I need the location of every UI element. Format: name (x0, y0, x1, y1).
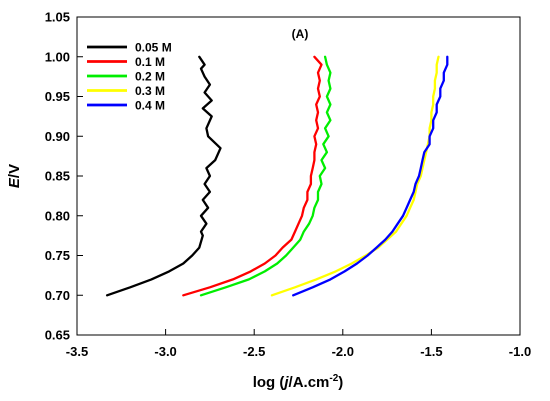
y-axis-title: E/V (6, 164, 23, 188)
y-tick-label: 0.85 (45, 169, 70, 184)
series-line-4 (292, 55, 449, 297)
y-tick-label: 0.80 (45, 208, 70, 223)
x-tick-label: -2.5 (243, 344, 265, 359)
x-tick-label: -1.5 (420, 344, 442, 359)
y-tick-label: 0.75 (45, 248, 70, 263)
x-tick-label: -3.5 (66, 344, 88, 359)
series-line-0 (105, 55, 222, 297)
series-line-1 (182, 55, 323, 297)
y-tick-label: 0.90 (45, 129, 70, 144)
y-tick-label: 0.70 (45, 288, 70, 303)
legend-label-3: 0.3 M (135, 84, 165, 98)
legend: 0.05 M0.1 M0.2 M0.3 M0.4 M (87, 41, 172, 113)
x-tick-label: -2.0 (332, 344, 354, 359)
panel-label: (A) (292, 27, 309, 41)
x-axis-title: log (j/A.cm-2) (253, 373, 344, 391)
x-tick-label: -1.0 (509, 344, 531, 359)
x-tick-label: -3.0 (154, 344, 176, 359)
axis-tick-labels: -3.5 -3.0 -2.5 -2.0 -1.5 -1.0 0.65 0.70 0.75 0.80… (45, 10, 532, 360)
legend-label-0: 0.05 M (135, 41, 172, 55)
plot-frame (76, 16, 521, 336)
legend-label-2: 0.2 M (135, 70, 165, 84)
series-line-3 (270, 55, 440, 297)
y-tick-label: 0.65 (45, 328, 70, 343)
y-tick-label: 0.95 (45, 89, 70, 104)
data-series (105, 55, 449, 297)
y-tick-label: 1.05 (45, 10, 70, 25)
series-line-2 (199, 55, 332, 297)
legend-label-4: 0.4 M (135, 99, 165, 113)
legend-label-1: 0.1 M (135, 55, 165, 69)
y-tick-label: 1.00 (45, 49, 70, 64)
